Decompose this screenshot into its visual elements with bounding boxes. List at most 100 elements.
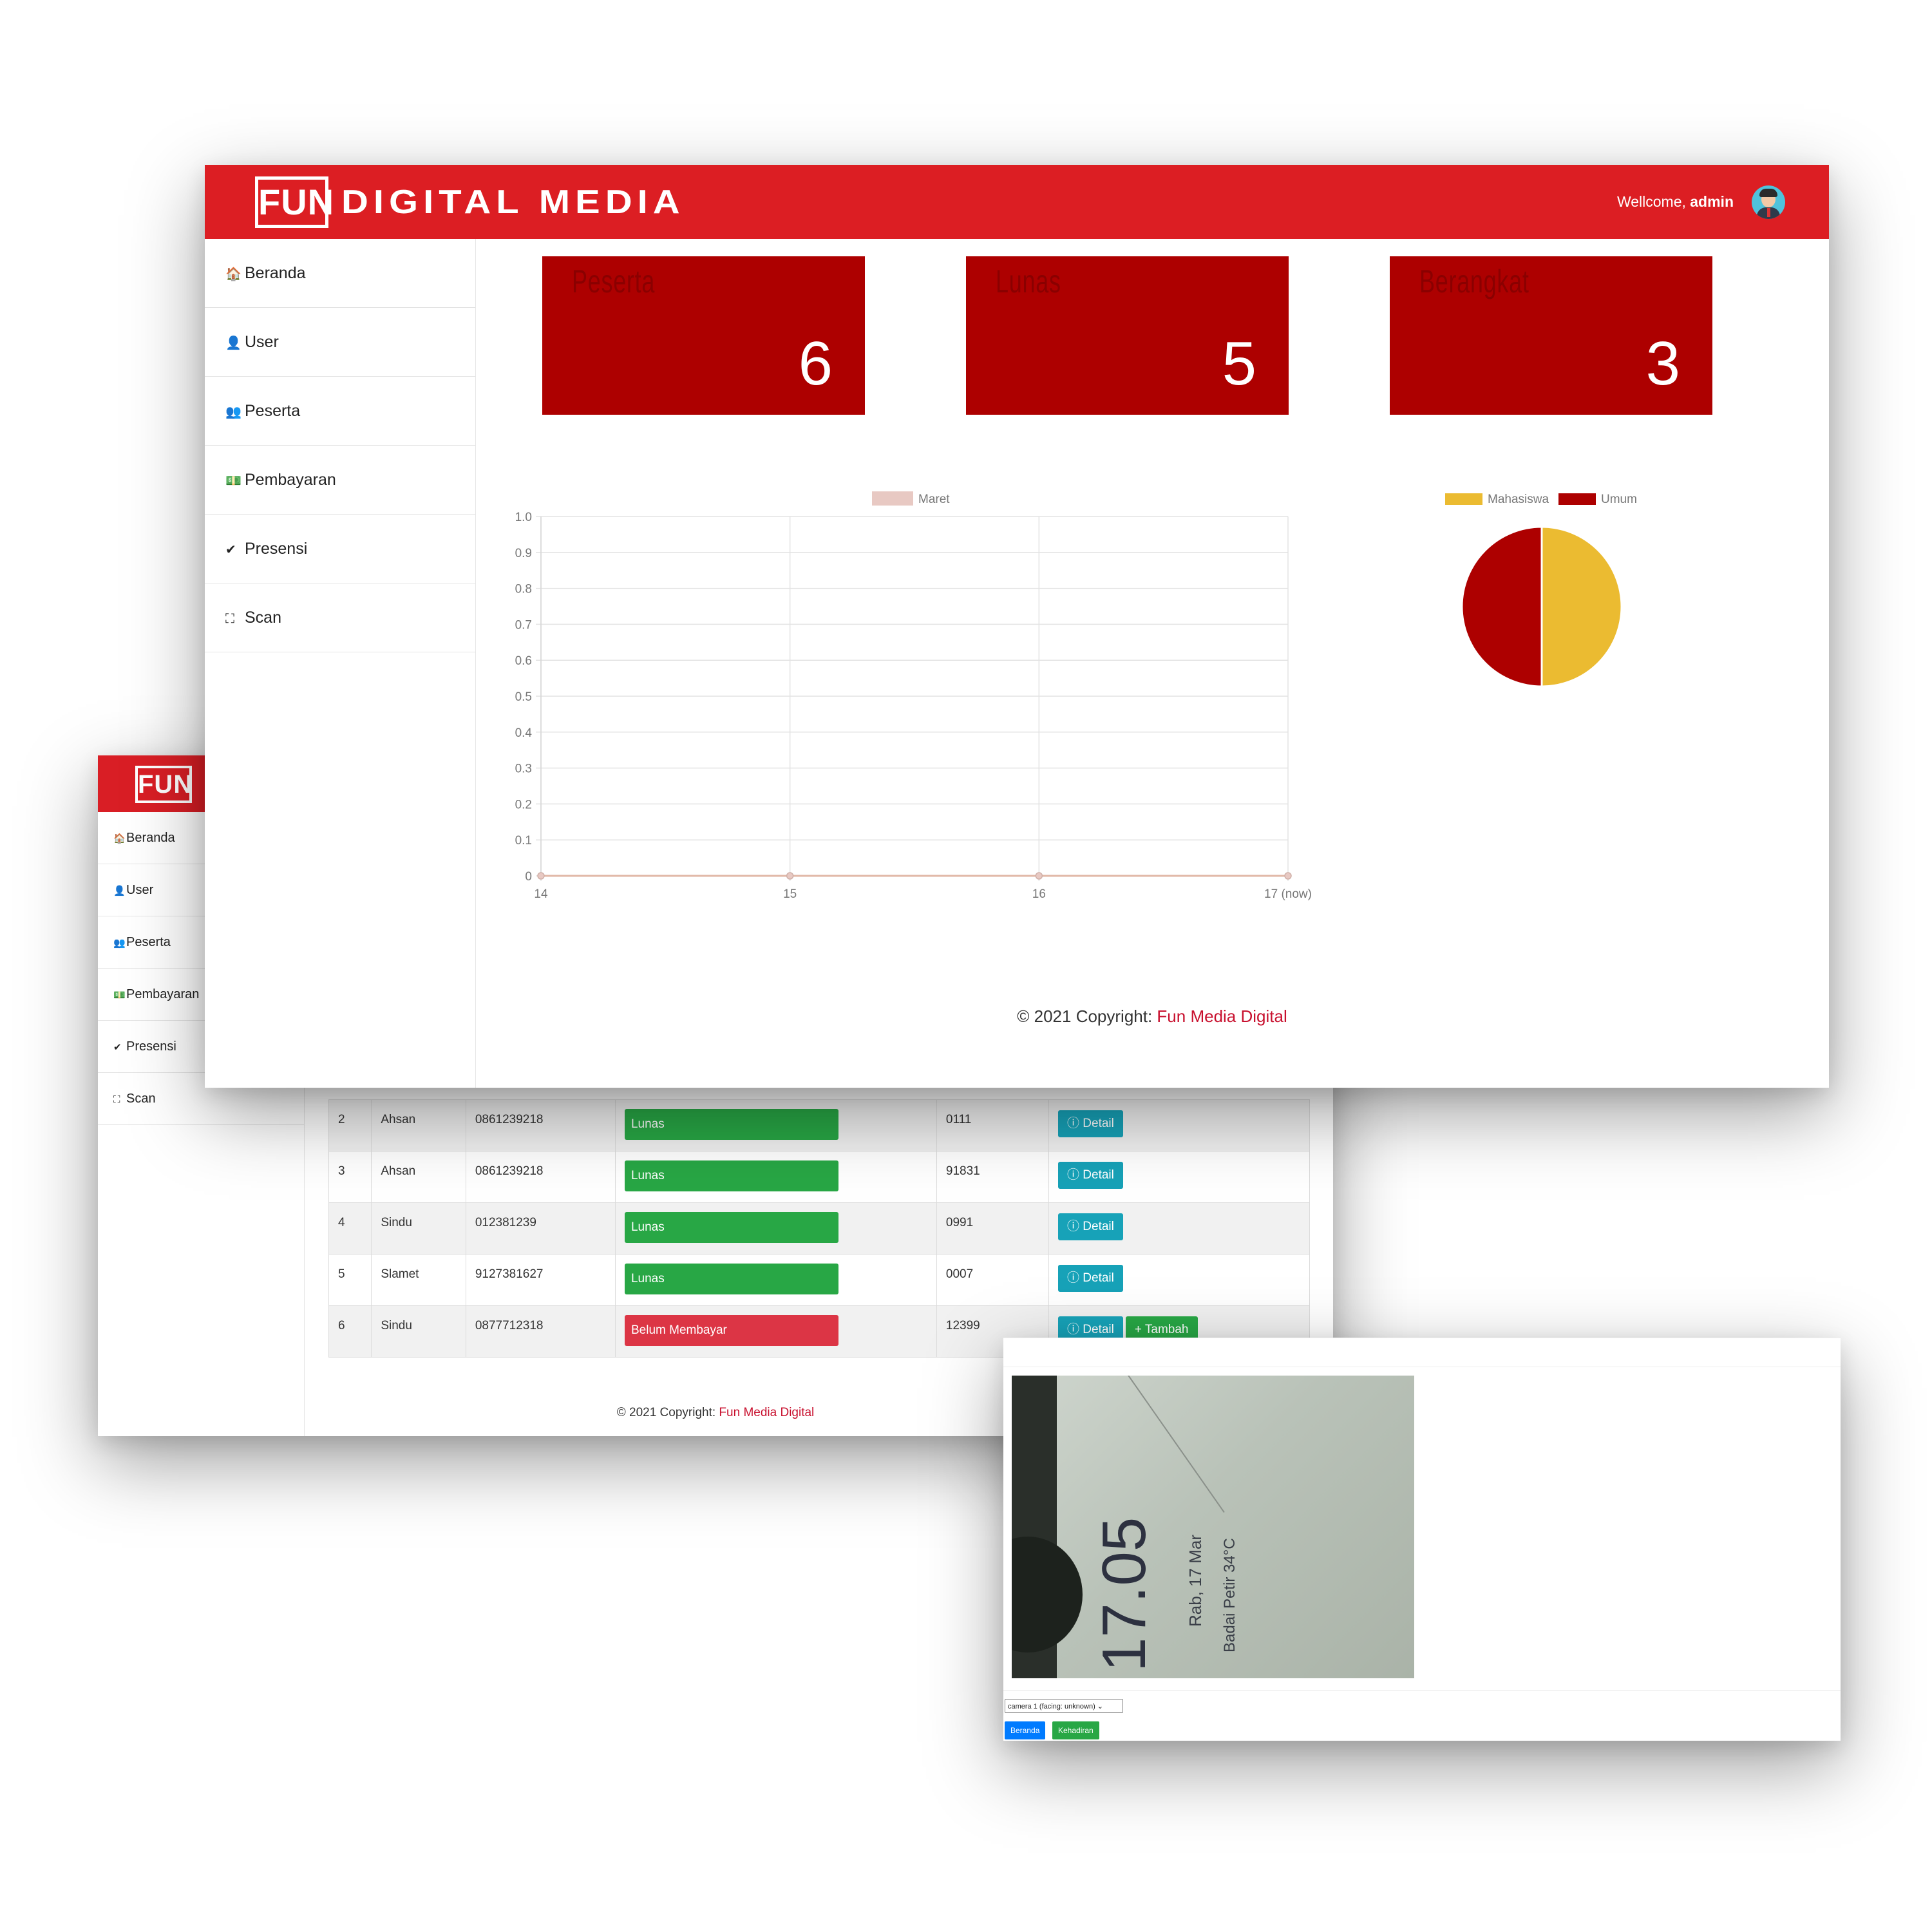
camera-select-value: camera 1 (facing: unknown) [1008,1703,1095,1710]
y-tick-label: 0.5 [515,690,532,704]
sidebar-item-label: Scan [245,609,281,627]
sidebar-item-peserta[interactable]: 👥Peserta [205,377,475,446]
scan-window: 17.05 Rab, 17 Mar Badai Petir 34°C camer… [1003,1338,1841,1741]
y-tick-label: 0.7 [515,618,532,632]
camera-time-text: 17.05 [1090,1517,1159,1672]
legend-swatch-maret [872,491,913,506]
detail-button[interactable]: ⓘ Detail [1058,1265,1123,1292]
card-value: 3 [1645,329,1680,398]
camera-date-text: Rab, 17 Mar [1186,1534,1205,1627]
sidebar-item-user[interactable]: 👤User [205,308,475,377]
footer: © 2021 Copyright: Fun Media Digital [98,1406,1333,1420]
payments-table: 2 Ahsan 0861239218 Lunas 0111 ⓘ Detail 3 Ahsan 0… [328,1099,1310,1358]
sidebar-item-scan[interactable]: ⛶ Scan [205,583,475,652]
y-tick-label: 0.3 [515,762,532,776]
camera-preview: 17.05 Rab, 17 Mar Badai Petir 34°C [1012,1376,1414,1678]
users-icon: 👥 [225,405,242,419]
sidebar-item-presensi[interactable]: ✔ Presensi [205,515,475,583]
sidebar-item-beranda[interactable]: 🏠Beranda [98,812,304,864]
header-bar: FUN DIGITAL MEDIA Wellcome, admin [205,165,1829,239]
cell-code: 91831 [936,1151,1050,1203]
pie-slice-mahasiswa [1540,526,1623,688]
data-point [786,872,794,880]
check-double-icon: ✔ [225,543,236,557]
home-button[interactable]: Beranda [1005,1721,1046,1739]
sidebar-item-peserta[interactable]: 👥Peserta [98,916,304,969]
sidebar-item-label: Beranda [245,264,306,282]
cell-phone: 0861239218 [465,1099,616,1151]
camera-weather-text: Badai Petir 34°C [1221,1538,1238,1653]
sidebar-item-label: Pembayaran [126,987,200,1001]
cell-status: Lunas [614,1254,937,1306]
y-tick-label: 0.4 [515,726,533,740]
sidebar-item-label: Beranda [126,831,175,845]
y-tick-label: 1.0 [515,511,532,524]
sidebar-item-scan[interactable]: ⛶ Scan [98,1073,304,1125]
cell-actions: ⓘ Detail [1048,1151,1310,1203]
card-lunas[interactable]: Lunas 5 [966,256,1289,415]
sidebar-item-label: Presensi [126,1039,176,1054]
sidebar-item-pembayaran[interactable]: 💵Pembayaran [205,446,475,515]
cell-name: Ahsan [371,1099,466,1151]
status-badge: Lunas [624,1264,838,1294]
user-icon: 👤 [225,336,242,350]
sidebar-item-pembayaran[interactable]: 💵Pembayaran [98,969,304,1021]
pie-slice-umum [1461,526,1543,688]
avatar[interactable] [1752,185,1785,219]
x-tick-label: 17 (now) [1264,887,1312,901]
data-point [537,872,545,880]
footer-copyright: © 2021 Copyright: [616,1406,719,1419]
cell-phone: 9127381627 [465,1254,616,1306]
cell-status: Lunas [614,1099,937,1151]
footer-copyright: © 2021 Copyright: [1017,1007,1157,1026]
detail-button[interactable]: ⓘ Detail [1058,1162,1123,1189]
sidebar-item-beranda[interactable]: 🏠Beranda [205,239,475,308]
footer-link[interactable]: Fun Media Digital [719,1406,815,1419]
scan-topbar [1003,1338,1841,1367]
card-berangkat[interactable]: Berangkat 3 [1390,256,1712,415]
cell-status: Lunas [614,1202,937,1255]
y-tick-label: 0.2 [515,798,532,811]
card-label: Berangkat [1419,263,1530,299]
status-badge: Lunas [624,1212,838,1243]
attendance-button[interactable]: Kehadiran [1052,1721,1099,1739]
avatar-tie [1767,208,1770,217]
cell-status: Belum Membayar [614,1305,937,1358]
y-tick-label: 0.6 [515,654,532,668]
detail-button[interactable]: ⓘ Detail [1058,1110,1123,1137]
welcome-user: admin [1690,193,1734,210]
card-value: 6 [798,329,833,398]
cell-code: 12399 [936,1305,1050,1358]
legend-label-maret: Maret [918,493,950,506]
sidebar-item-presensi[interactable]: ✔ Presensi [98,1021,304,1073]
logo-text: DIGITAL MEDIA [341,183,685,221]
sidebar-item-user[interactable]: 👤User [98,864,304,916]
y-tick-label: 0.8 [515,583,532,596]
card-peserta[interactable]: Peserta 6 [542,256,865,415]
cell-code: 0991 [936,1202,1050,1255]
sidebar-item-label: Presensi [245,540,308,558]
logo[interactable]: FUN [255,176,334,228]
camera-fold-line [1128,1376,1225,1513]
logo[interactable]: FUN [135,766,192,803]
x-tick-label: 14 [534,887,548,901]
status-badge: Lunas [624,1109,838,1140]
users-icon: 👥 [113,938,126,949]
x-tick-label: 16 [1032,887,1046,901]
cell-phone: 0861239218 [465,1151,616,1203]
card-value: 5 [1222,329,1256,398]
scan-icon: ⛶ [113,1094,120,1105]
welcome-prefix: Wellcome, [1616,193,1690,210]
status-badge: Belum Membayar [624,1315,838,1346]
footer-link[interactable]: Fun Media Digital [1157,1007,1287,1026]
sidebar-item-label: Peserta [126,935,171,949]
camera-select[interactable]: camera 1 (facing: unknown) ⌄ [1005,1699,1123,1713]
detail-button[interactable]: ⓘ Detail [1058,1213,1123,1240]
sidebar-item-label: Pembayaran [245,471,336,489]
cell-no: 6 [328,1305,372,1358]
dashboard-window: FUN DIGITAL MEDIA Wellcome, admin 🏠 Beran… [205,165,1829,1088]
status-badge: Lunas [624,1160,838,1191]
sidebar-item-label: Peserta [245,402,301,420]
card-label: Lunas [996,263,1061,299]
y-tick-label: 0.9 [515,547,532,560]
